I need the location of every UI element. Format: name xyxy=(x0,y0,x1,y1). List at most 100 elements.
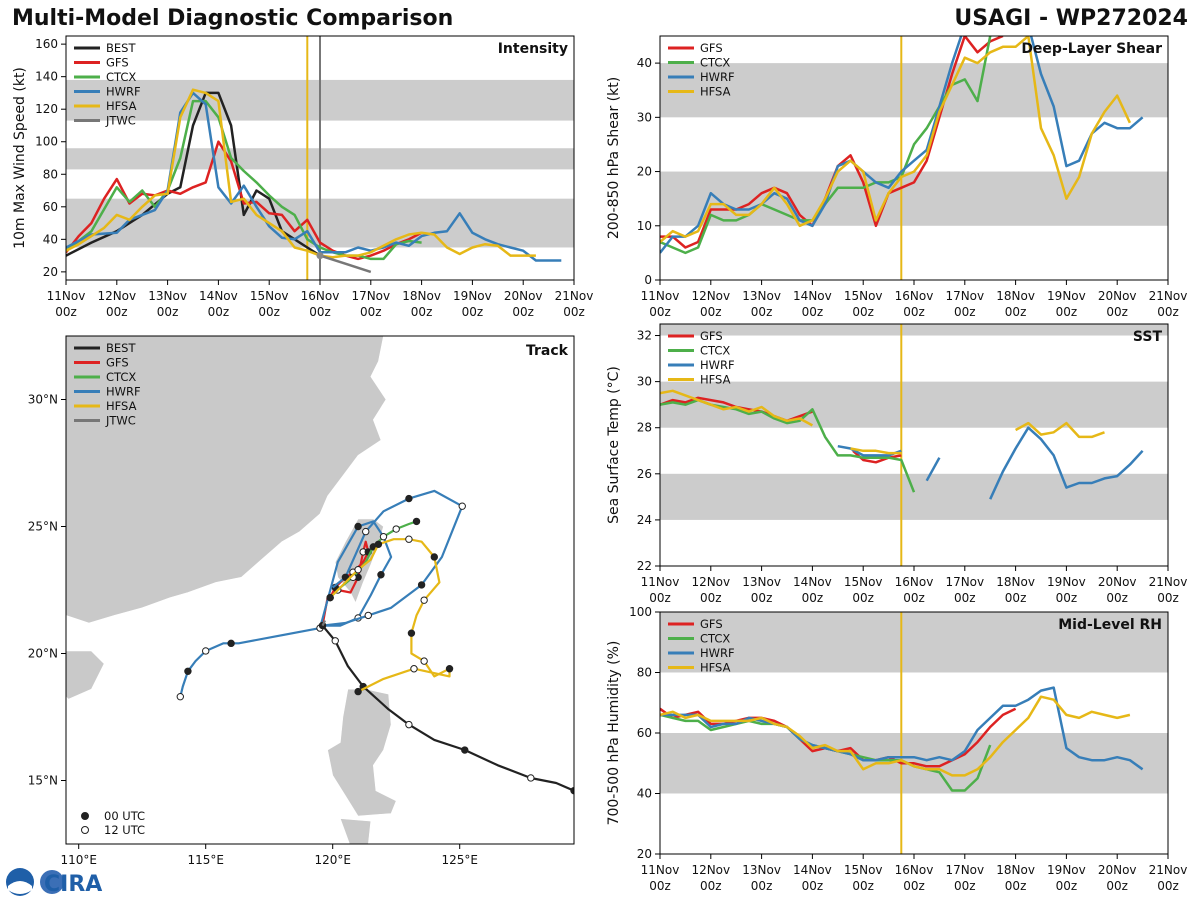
rh-xtick-sublabel: 00z xyxy=(903,879,925,893)
shear-title: Deep-Layer Shear xyxy=(1021,41,1162,57)
shear-ytick-label: 40 xyxy=(637,56,652,70)
sst-series-hfsa xyxy=(660,389,813,427)
logo: CIRA xyxy=(6,868,102,897)
track-fix-marker xyxy=(202,647,210,655)
track-ytick-label: 20°N xyxy=(28,647,58,661)
rh-series-group xyxy=(660,686,1144,792)
storm-id-title: USAGI - WP272024 xyxy=(954,6,1188,31)
intensity-xtick-sublabel: 00z xyxy=(258,305,280,319)
track-fix-marker xyxy=(377,571,385,579)
track-legend-label: HFSA xyxy=(106,399,137,413)
track-fix-marker xyxy=(405,720,413,729)
intensity-ytick-label: 120 xyxy=(35,102,58,116)
shear-xtick-sublabel: 00z xyxy=(1157,305,1179,319)
rh-ylabel: 700-500 hPa Humidity (%) xyxy=(606,641,622,826)
track-marker-legend-label: 00 UTC xyxy=(104,809,145,823)
rh-ytick-label: 100 xyxy=(629,605,652,619)
intensity-xtick-sublabel: 00z xyxy=(55,305,77,319)
intensity-xtick-label: 15Nov xyxy=(250,289,289,303)
rh-xtick-label: 17Nov xyxy=(945,863,984,877)
track-fix-marker xyxy=(374,540,383,548)
sst-panel xyxy=(655,323,1169,571)
track-frame xyxy=(65,335,575,845)
sst-xtick-sublabel: 00z xyxy=(903,591,925,605)
track-fix-marker xyxy=(354,687,362,696)
rh-xtick-label: 16Nov xyxy=(895,863,934,877)
intensity-legend-label: GFS xyxy=(106,56,129,70)
track-fix-marker xyxy=(354,522,362,531)
track-marker-legend-label: 12 UTC xyxy=(104,823,145,837)
sst-xtick-sublabel: 00z xyxy=(802,591,824,605)
hainan-landmass xyxy=(66,650,105,700)
shear-xtick-label: 13Nov xyxy=(742,289,781,303)
sst-xtick-sublabel: 00z xyxy=(1056,591,1078,605)
track-fix-marker xyxy=(362,527,370,536)
rh-panel xyxy=(655,611,1169,859)
sst-frame xyxy=(659,323,1169,567)
intensity-ylabel: 10m Max Wind Speed (kt) xyxy=(12,67,28,249)
rh-xtick-label: 18Nov xyxy=(996,863,1035,877)
intensity-xtick-sublabel: 00z xyxy=(563,305,585,319)
sst-series-hwrf_b xyxy=(925,457,941,482)
sst-ylabel: Sea Surface Temp (°C) xyxy=(606,366,622,524)
sst-xtick-label: 20Nov xyxy=(1098,575,1137,589)
sst-ytick-label: 32 xyxy=(637,329,652,343)
track-title: Track xyxy=(526,343,569,359)
intensity-xtick-sublabel: 00z xyxy=(462,305,484,319)
sst-xtick-label: 14Nov xyxy=(793,575,832,589)
intensity-xtick-sublabel: 00z xyxy=(309,305,331,319)
rh-xtick-sublabel: 00z xyxy=(1106,879,1128,893)
intensity-xtick-label: 14Nov xyxy=(199,289,238,303)
shear-panel xyxy=(655,35,1169,285)
intensity-xtick-label: 21Nov xyxy=(555,289,594,303)
shear-ytick-label: 0 xyxy=(644,273,652,287)
sst-series-hwrf_c xyxy=(989,426,1144,500)
track-marker-legend-symbol xyxy=(81,826,89,834)
shear-ytick-label: 10 xyxy=(637,219,652,233)
track-ytick-label: 30°N xyxy=(28,393,58,407)
intensity-ytick-label: 100 xyxy=(35,135,58,149)
track-legend-label: HWRF xyxy=(106,385,141,399)
rh-xtick-label: 21Nov xyxy=(1149,863,1188,877)
shear-xtick-label: 18Nov xyxy=(996,289,1035,303)
track-line-jtwc xyxy=(321,620,327,627)
rh-xtick-label: 19Nov xyxy=(1047,863,1086,877)
rh-ytick-label: 60 xyxy=(637,726,652,740)
sst-ytick-label: 22 xyxy=(637,559,652,573)
track-map-group xyxy=(66,336,574,844)
track-xtick-label: 115°E xyxy=(187,853,224,867)
intensity-xtick-sublabel: 00z xyxy=(360,305,382,319)
track-fix-marker xyxy=(341,573,350,581)
track-fix-marker xyxy=(420,596,428,604)
intensity-legend-label: JTWC xyxy=(105,114,136,128)
track-ytick-label: 15°N xyxy=(28,774,58,788)
intensity-ytick-label: 140 xyxy=(35,70,58,84)
intensity-ytick-label: 40 xyxy=(43,232,58,246)
sst-xtick-label: 12Nov xyxy=(691,575,730,589)
track-panel xyxy=(61,335,575,849)
intensity-legend-label: HWRF xyxy=(106,85,141,99)
track-fix-marker xyxy=(410,665,418,673)
rh-ytick-label: 80 xyxy=(637,666,652,680)
rh-xtick-sublabel: 00z xyxy=(1005,879,1027,893)
sst-series-group xyxy=(660,389,1144,500)
intensity-xtick-label: 17Nov xyxy=(351,289,390,303)
shear-xtick-sublabel: 00z xyxy=(852,305,874,319)
track-fix-marker xyxy=(227,639,235,648)
track-fix-marker xyxy=(184,667,192,675)
intensity-xtick-sublabel: 00z xyxy=(512,305,534,319)
intensity-series-hfsa xyxy=(66,88,536,259)
shear-legend-label: HWRF xyxy=(700,70,735,84)
track-marker-legend-symbol xyxy=(81,812,89,820)
rh-xtick-label: 14Nov xyxy=(793,863,832,877)
rh-legend-label: HFSA xyxy=(700,661,731,675)
shear-xtick-sublabel: 00z xyxy=(802,305,824,319)
shear-xtick-label: 16Nov xyxy=(895,289,934,303)
track-fix-marker xyxy=(407,629,416,637)
rh-xtick-sublabel: 00z xyxy=(700,879,722,893)
track-fix-marker xyxy=(176,692,185,701)
track-fix-marker xyxy=(458,502,466,510)
intensity-series-jtwc xyxy=(319,254,372,274)
intensity-xtick-sublabel: 00z xyxy=(411,305,433,319)
track-fix-marker xyxy=(527,774,535,782)
